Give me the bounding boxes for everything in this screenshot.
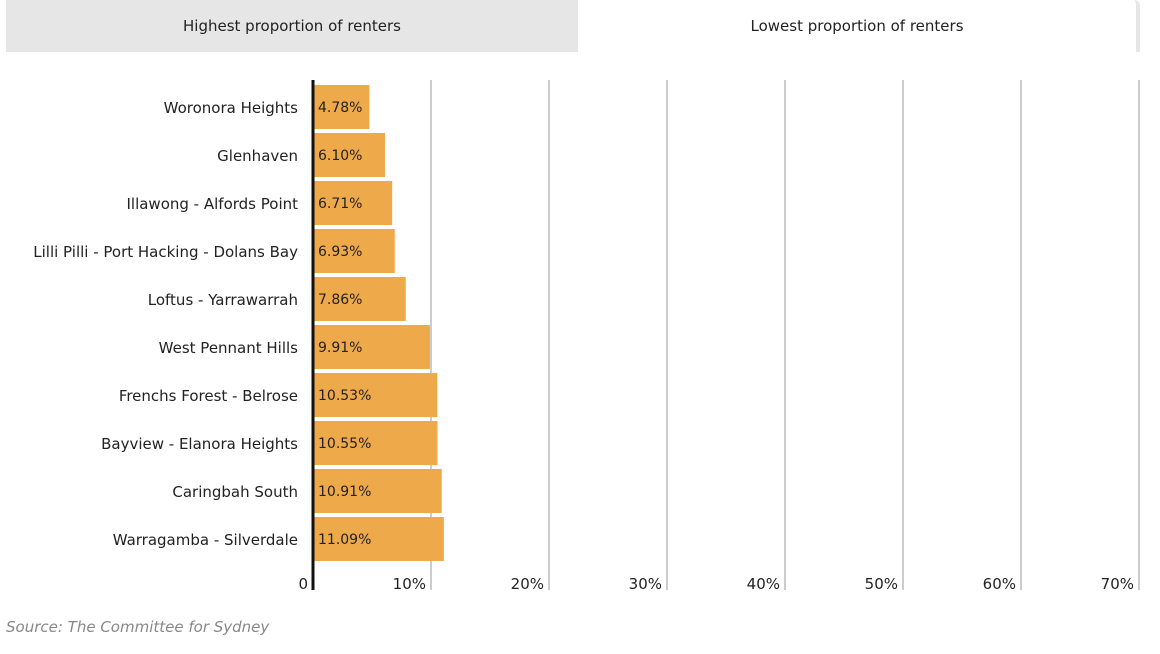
tick-label: 70% [1101, 575, 1134, 593]
category-label: Bayview - Elanora Heights [101, 435, 298, 453]
tick-label: 50% [865, 575, 898, 593]
tick-label: 40% [747, 575, 780, 593]
bar [313, 277, 406, 321]
tab-lowest-label: Lowest proportion of renters [750, 17, 964, 35]
tab-highest-proportion[interactable]: Highest proportion of renters [6, 0, 578, 52]
source-note: Source: The Committee for Sydney [6, 618, 270, 636]
category-label: Loftus - Yarrawarrah [148, 291, 298, 309]
data-label: 10.53% [318, 388, 371, 404]
data-label: 10.91% [318, 484, 371, 500]
data-label: 9.91% [318, 340, 362, 356]
tick-label: 60% [983, 575, 1016, 593]
category-label: West Pennant Hills [159, 339, 299, 357]
data-label: 4.78% [318, 100, 362, 116]
tab-highest-label: Highest proportion of renters [183, 17, 401, 35]
category-label: Illawong - Alfords Point [126, 195, 298, 213]
data-label: 11.09% [318, 532, 371, 548]
tick-label: 0 [298, 575, 308, 593]
tick-label: 20% [511, 575, 544, 593]
bar [313, 325, 430, 369]
renters-bar-chart: 4.78% Woronora Heights 6.10% Glenhaven 6.71%… [33, 80, 1140, 593]
category-label: Lilli Pilli - Port Hacking - Dolans Bay [33, 243, 298, 261]
category-label: Woronora Heights [164, 99, 299, 117]
data-label: 6.71% [318, 196, 362, 212]
bar [313, 469, 442, 513]
tick-label: 10% [393, 575, 426, 593]
tick-label: 30% [629, 575, 662, 593]
category-label: Caringbah South [172, 483, 298, 501]
data-label: 7.86% [318, 292, 362, 308]
bar [313, 229, 395, 273]
data-label: 10.55% [318, 436, 371, 452]
bar [313, 181, 393, 225]
bar [313, 517, 444, 561]
bar [313, 421, 438, 465]
bar [313, 373, 438, 417]
category-label: Warragamba - Silverdale [113, 531, 298, 549]
category-label: Glenhaven [217, 147, 298, 165]
bar [313, 85, 370, 129]
tab-bar: Highest proportion of renters Lowest pro… [6, 0, 1140, 52]
category-label: Frenchs Forest - Belrose [119, 387, 298, 405]
tab-lowest-proportion[interactable]: Lowest proportion of renters [578, 0, 1140, 52]
bar [313, 133, 385, 177]
data-label: 6.10% [318, 148, 362, 164]
data-label: 6.93% [318, 244, 362, 260]
